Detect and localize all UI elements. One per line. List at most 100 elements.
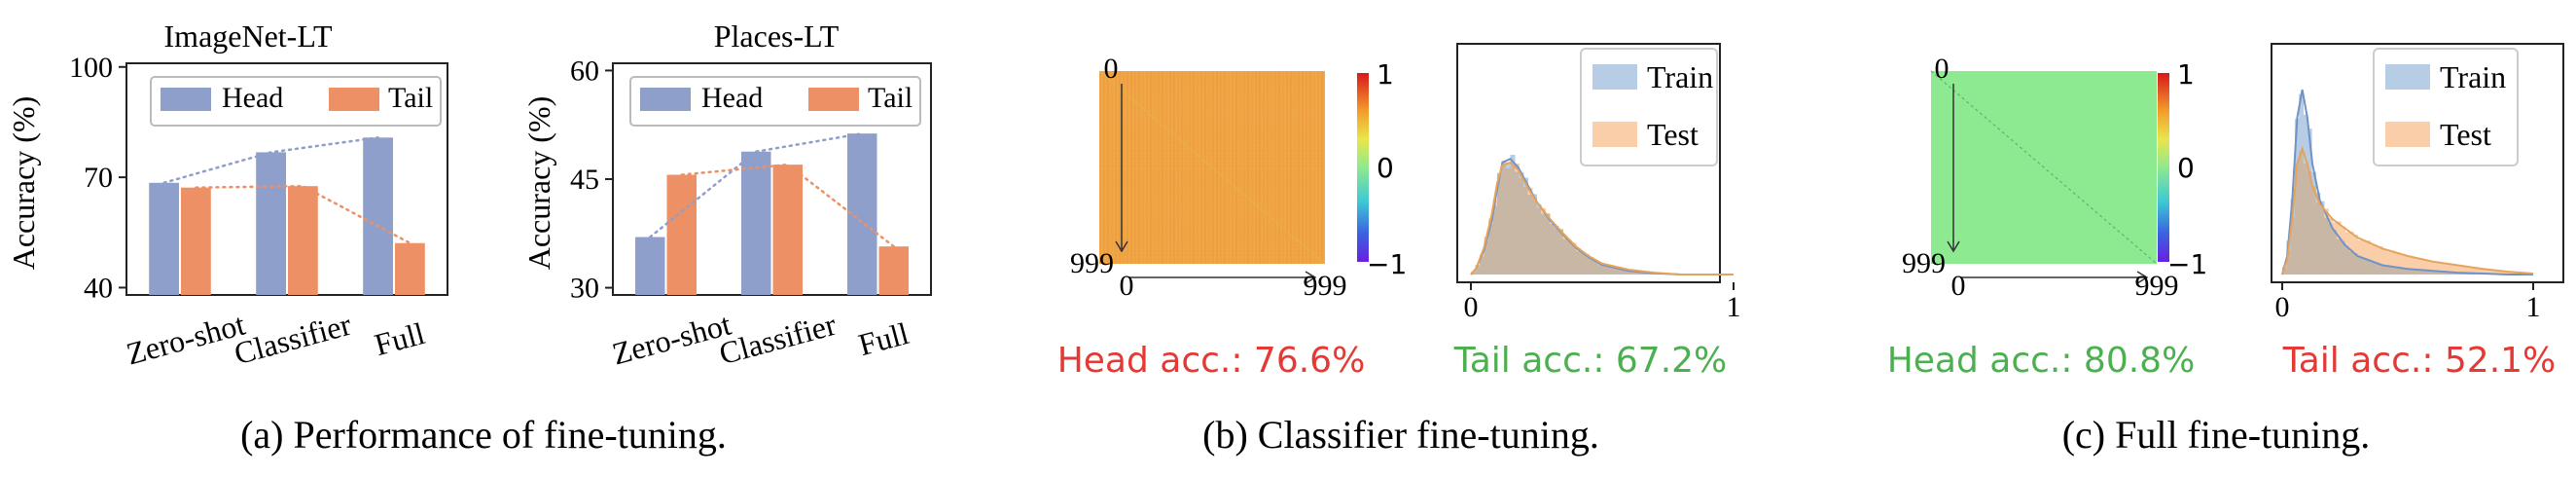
train-bin	[2303, 114, 2308, 164]
overlap-bin	[1536, 207, 1542, 275]
heatmap-column-texture	[1107, 71, 1109, 264]
heatmap-column-texture	[1165, 71, 1167, 264]
overlap-bin	[2332, 229, 2338, 275]
overlap-bin	[1492, 205, 1498, 275]
heatmap-column-texture	[1274, 71, 1276, 264]
heatmap-column-texture	[1278, 71, 1280, 264]
overlap-bin	[1602, 265, 1607, 275]
overlap-bin	[2399, 267, 2405, 275]
colorbar-tick-zero: 0	[1377, 152, 1394, 184]
overlap-bin	[1480, 256, 1485, 275]
test-bin	[2450, 264, 2454, 273]
heatmap-row-texture	[1099, 190, 1325, 193]
overlap-bin	[1606, 266, 1612, 275]
heatmap-row-texture	[1099, 244, 1325, 246]
full-tail-accuracy: Tail acc.: 52.1%	[2282, 341, 2557, 381]
test-density-curve	[1470, 161, 1734, 275]
test-bin	[2386, 251, 2392, 267]
overlap-bin	[2453, 272, 2459, 275]
x-tick-start: 0	[1464, 291, 1479, 323]
heatmap-column-texture	[1138, 71, 1140, 264]
x-tick-end: 999	[1304, 270, 1347, 302]
full-head-accuracy: Head acc.: 80.8%	[1887, 341, 2196, 381]
heatmap-column-texture	[1309, 71, 1311, 264]
heatmap-row-texture	[1099, 167, 1325, 169]
overlap-bin	[2336, 238, 2342, 275]
heatmap-column-texture	[1103, 71, 1105, 264]
overlap-bin	[2382, 266, 2387, 275]
heatmap-row-texture	[1099, 252, 1325, 254]
test-bin	[2470, 268, 2476, 274]
heatmap-column-texture	[1259, 71, 1261, 264]
y-tick-label: 100	[69, 52, 113, 84]
test-bin	[2403, 255, 2409, 270]
heatmap-row-texture	[1099, 217, 1325, 220]
heatmap-row-texture	[1099, 90, 1325, 92]
heatmap-row-texture	[1099, 125, 1325, 128]
test-bin	[2370, 244, 2376, 263]
heatmap-row-texture	[1099, 93, 1325, 96]
heatmap-row-texture	[1099, 74, 1325, 77]
test-bin	[2428, 261, 2434, 272]
x-tick-end: 1	[1727, 291, 1741, 323]
overlap-bin	[2374, 262, 2379, 275]
x-tick-end: 999	[2135, 270, 2179, 302]
plot-frame	[2271, 43, 2564, 283]
y-axis-label: Accuracy (%)	[521, 96, 556, 271]
caption-b: (b) Classifier fine-tuning.	[1202, 413, 1599, 457]
test-bin	[2437, 262, 2442, 272]
y-tick-label: 60	[570, 55, 599, 87]
legend-tail-label: Tail	[388, 82, 433, 114]
y-tick-label: 70	[84, 162, 113, 194]
overlap-bin	[1558, 229, 1563, 275]
heatmap-column-texture	[1189, 71, 1191, 264]
heatmap-row-texture	[1099, 186, 1325, 189]
heatmap-row-texture	[1099, 260, 1325, 262]
classifier-histogram: 0 1 Train Test	[1456, 43, 1741, 323]
test-bin	[2366, 240, 2371, 260]
overlap-bin	[1484, 240, 1489, 275]
heatmap-row-texture	[1099, 156, 1325, 158]
test-bin	[2457, 265, 2463, 274]
train-bin	[2307, 128, 2312, 171]
overlap-bin	[2419, 270, 2425, 275]
places-bar-chart: Places-LT Accuracy (%) Zero-shotClassifi…	[521, 18, 932, 372]
legend-test-swatch	[1592, 122, 1637, 147]
heatmap-column-texture	[1321, 71, 1323, 264]
legend-tail-label: Tail	[868, 82, 912, 114]
imagenet-bar-chart: ImageNet-LT Accuracy (%) Zero-shotClassi…	[6, 18, 448, 372]
heatmap-column-texture	[1115, 71, 1117, 264]
colorbar	[1357, 73, 1369, 262]
y-tick-label: 45	[570, 164, 599, 196]
x-arrow-head	[1305, 271, 1317, 284]
overlap-bin	[2286, 249, 2292, 275]
tail-bar	[395, 242, 425, 295]
test-bin	[2378, 246, 2383, 265]
legend-test-swatch	[2385, 122, 2430, 147]
legend-head-label: Head	[701, 82, 763, 114]
test-bin	[2424, 260, 2429, 271]
overlap-bin	[2303, 163, 2308, 275]
overlap-bin	[2324, 217, 2329, 275]
heatmap-row-texture	[1099, 148, 1325, 150]
test-bin	[2399, 255, 2405, 268]
heatmap-column-texture	[1204, 71, 1206, 264]
test-bin	[2357, 239, 2363, 258]
test-bin	[2344, 232, 2350, 247]
train-bin	[2311, 171, 2316, 186]
legend-test-label: Test	[2440, 117, 2491, 152]
overlap-bin	[1506, 167, 1511, 275]
overlap-bin	[1589, 259, 1594, 275]
heatmap-column-texture	[1212, 71, 1214, 264]
test-bin	[2382, 249, 2387, 267]
heatmap-column-texture	[1239, 71, 1241, 264]
heatmap-column-texture	[1228, 71, 1230, 264]
heatmap-row-texture	[1099, 78, 1325, 81]
heatmap-column-texture	[1251, 71, 1253, 264]
overlap-bin	[1562, 238, 1568, 275]
overlap-bin	[1628, 271, 1633, 275]
overlap-bin	[2311, 185, 2316, 275]
heatmap-column-texture	[1235, 71, 1237, 264]
heatmap-column-texture	[1130, 71, 1132, 264]
